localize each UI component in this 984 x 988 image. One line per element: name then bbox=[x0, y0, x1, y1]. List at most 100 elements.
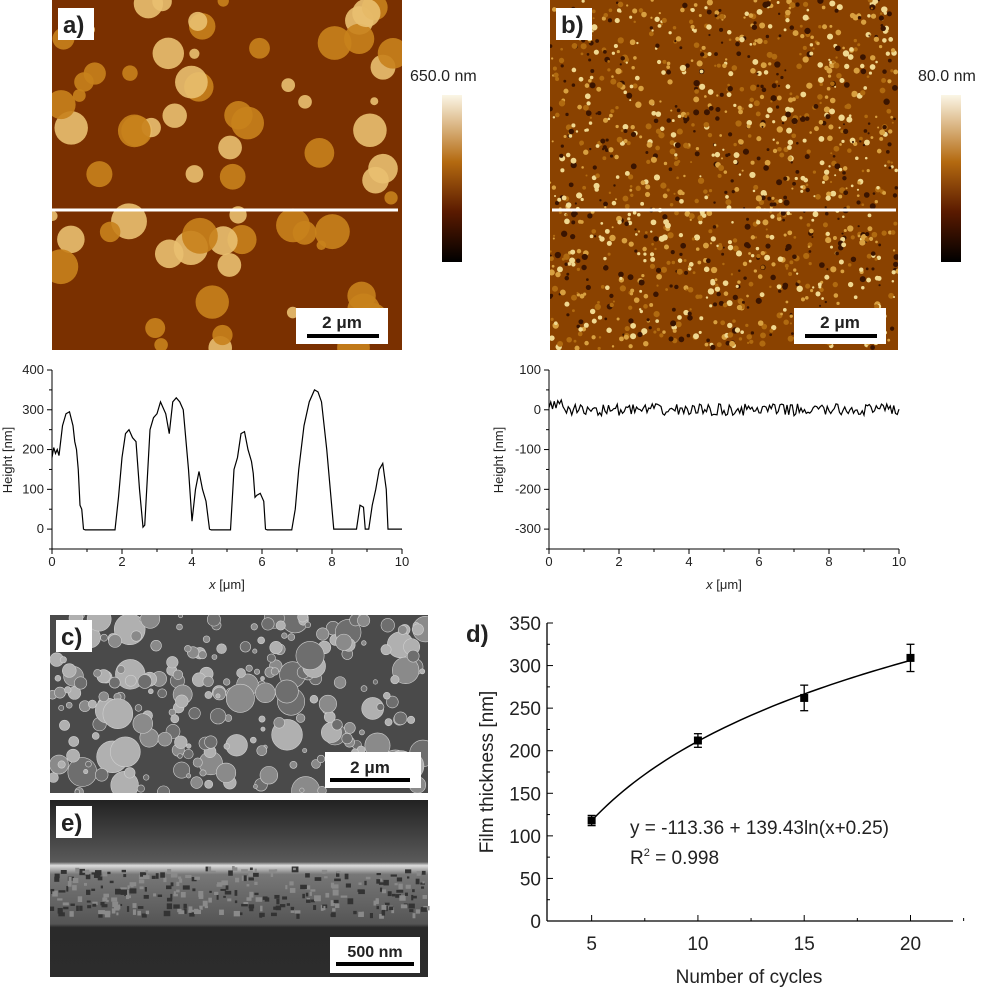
grain bbox=[810, 35, 814, 40]
grain bbox=[776, 179, 783, 186]
grain bbox=[674, 142, 681, 149]
grain bbox=[806, 8, 810, 12]
grain bbox=[815, 291, 821, 297]
grain bbox=[656, 284, 659, 287]
grain bbox=[802, 45, 807, 51]
grain bbox=[834, 45, 841, 52]
grain bbox=[697, 215, 704, 222]
grain bbox=[753, 100, 760, 107]
grain bbox=[873, 36, 880, 42]
grain bbox=[589, 214, 593, 218]
grain bbox=[659, 333, 664, 338]
grain bbox=[603, 256, 607, 261]
grain bbox=[789, 25, 795, 30]
grain bbox=[607, 117, 611, 121]
grain bbox=[864, 139, 870, 146]
grain bbox=[378, 882, 386, 885]
grain bbox=[805, 187, 810, 193]
grain bbox=[749, 339, 754, 344]
grain bbox=[628, 344, 633, 349]
grain bbox=[387, 891, 392, 897]
grain bbox=[649, 252, 655, 257]
grain bbox=[376, 906, 380, 910]
grain bbox=[579, 140, 585, 146]
grain bbox=[761, 323, 768, 330]
grain bbox=[188, 910, 192, 913]
grain bbox=[565, 202, 572, 208]
grain bbox=[173, 904, 180, 909]
particle bbox=[223, 743, 230, 750]
particle bbox=[380, 618, 395, 633]
grain bbox=[825, 211, 829, 216]
grain bbox=[827, 33, 834, 40]
grain bbox=[826, 86, 831, 91]
grain bbox=[141, 913, 147, 918]
grain bbox=[626, 141, 631, 146]
grain bbox=[778, 34, 782, 38]
grain bbox=[708, 33, 711, 37]
particle bbox=[316, 627, 330, 641]
colorbar-a bbox=[442, 95, 462, 262]
grain bbox=[192, 888, 196, 892]
grain bbox=[756, 72, 759, 75]
grain bbox=[649, 263, 656, 269]
grain bbox=[718, 300, 724, 306]
grain bbox=[572, 309, 575, 313]
particle bbox=[148, 688, 154, 695]
grain bbox=[593, 49, 599, 55]
grain bbox=[746, 306, 750, 309]
grain bbox=[650, 16, 653, 19]
grain bbox=[661, 17, 667, 23]
grain bbox=[571, 294, 577, 301]
grain bbox=[818, 76, 824, 83]
x-tick-label: 8 bbox=[825, 554, 832, 569]
grain bbox=[609, 234, 616, 242]
grain bbox=[838, 167, 843, 172]
grain bbox=[796, 272, 799, 275]
grain bbox=[704, 6, 708, 10]
particle bbox=[249, 37, 270, 59]
particle bbox=[210, 708, 227, 725]
grain bbox=[855, 156, 859, 161]
grain bbox=[129, 882, 137, 887]
grain bbox=[653, 174, 661, 181]
grain bbox=[806, 149, 811, 154]
grain bbox=[769, 205, 773, 209]
grain bbox=[838, 259, 844, 265]
grain bbox=[828, 58, 831, 62]
grain bbox=[125, 893, 130, 900]
grain bbox=[879, 136, 884, 141]
grain bbox=[383, 879, 389, 886]
grain bbox=[707, 132, 713, 138]
grain bbox=[846, 205, 850, 209]
grain bbox=[829, 60, 833, 64]
grain bbox=[722, 280, 729, 286]
grain bbox=[706, 338, 710, 343]
particle bbox=[74, 676, 88, 690]
particle bbox=[216, 643, 227, 654]
grain bbox=[752, 189, 756, 193]
grain bbox=[353, 910, 357, 915]
grain bbox=[578, 76, 584, 82]
grain bbox=[661, 70, 666, 75]
grain bbox=[797, 280, 801, 284]
grain bbox=[597, 300, 600, 304]
grain bbox=[585, 110, 592, 116]
grain bbox=[638, 279, 645, 286]
particle bbox=[64, 686, 72, 694]
grain bbox=[554, 194, 557, 197]
grain bbox=[189, 912, 195, 917]
grain bbox=[894, 186, 898, 190]
grain bbox=[765, 243, 771, 249]
grain bbox=[731, 190, 735, 194]
grain bbox=[714, 10, 720, 16]
grain bbox=[568, 182, 574, 188]
grain bbox=[869, 64, 876, 70]
particle bbox=[54, 111, 88, 145]
grain bbox=[663, 244, 670, 250]
scalebar-a bbox=[307, 334, 379, 338]
particle bbox=[335, 633, 353, 651]
grain bbox=[550, 256, 554, 262]
grain bbox=[684, 270, 689, 275]
grain bbox=[274, 869, 278, 872]
